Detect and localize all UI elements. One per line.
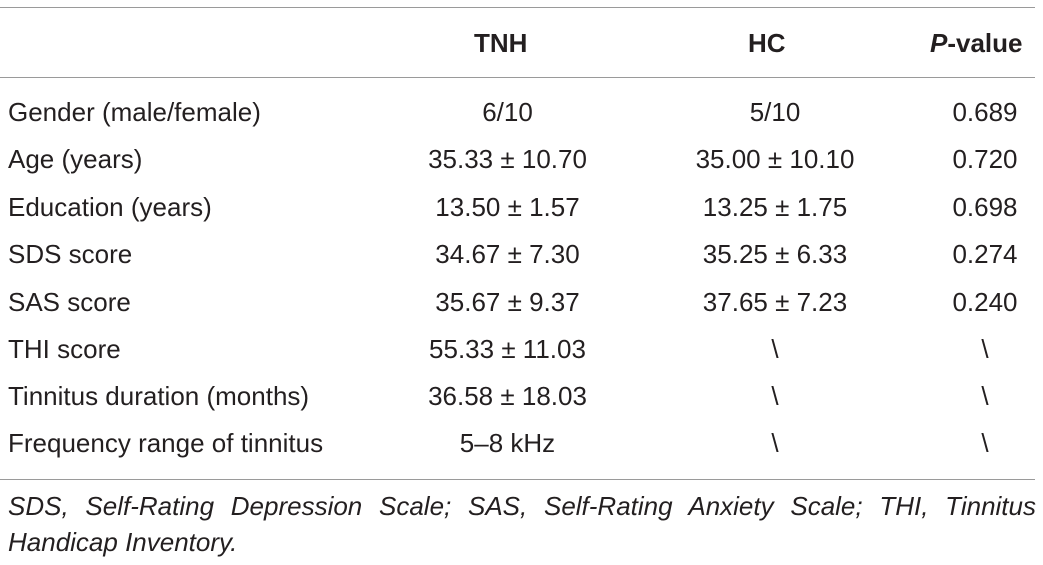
table-row: SAS score 35.67 ± 9.37 37.65 ± 7.23 0.24…	[0, 279, 1043, 326]
table-row: Gender (male/female) 6/10 5/10 0.689	[0, 89, 1043, 136]
row-label: THI score	[8, 334, 121, 364]
column-header-hc: HC	[748, 28, 786, 58]
table-row: Tinnitus duration (months) 36.58 ± 18.03…	[0, 373, 1043, 420]
cell-hc: 13.25 ± 1.75	[702, 192, 848, 222]
table-row: THI score 55.33 ± 11.03 \ \	[0, 326, 1043, 373]
cell-hc: 37.65 ± 7.23	[702, 287, 848, 317]
cell-hc: 5/10	[749, 97, 801, 127]
row-label: Gender (male/female)	[8, 97, 261, 127]
cell-tnh: 35.67 ± 9.37	[435, 287, 580, 317]
cell-tnh: 34.67 ± 7.30	[435, 239, 580, 269]
row-label: Education (years)	[8, 192, 212, 222]
cell-p-value: \	[981, 428, 989, 458]
cell-p-value: \	[981, 334, 989, 364]
table-row: SDS score 34.67 ± 7.30 35.25 ± 6.33 0.27…	[0, 231, 1043, 278]
table-top-rule	[0, 7, 1035, 8]
table-row: Frequency range of tinnitus 5–8 kHz \ \	[0, 420, 1043, 467]
cell-p-value: 0.720	[952, 144, 1018, 174]
cell-tnh: 36.58 ± 18.03	[428, 381, 587, 411]
cell-tnh: 5–8 kHz	[459, 428, 556, 458]
cell-tnh: 6/10	[482, 97, 533, 127]
row-label: Age (years)	[8, 144, 143, 174]
cell-hc: \	[771, 428, 779, 458]
column-header-p-value: P-value	[930, 25, 1023, 61]
cell-tnh: 55.33 ± 11.03	[429, 334, 586, 364]
cell-hc: 35.00 ± 10.10	[695, 144, 855, 174]
cell-p-value: 0.274	[952, 239, 1018, 269]
row-label: SDS score	[8, 239, 133, 269]
table-row: Age (years) 35.33 ± 10.70 35.00 ± 10.10 …	[0, 136, 1043, 183]
cell-hc: 35.25 ± 6.33	[702, 239, 848, 269]
cell-p-value: 0.698	[952, 192, 1018, 222]
column-header-tnh: TNH	[474, 28, 528, 58]
cell-p-value: 0.689	[952, 97, 1018, 127]
cell-p-value: 0.240	[952, 287, 1018, 317]
cell-p-value: \	[981, 381, 989, 411]
cell-hc: \	[771, 334, 779, 364]
cell-tnh: 13.50 ± 1.57	[435, 192, 580, 222]
row-label: Frequency range of tinnitus	[8, 428, 324, 458]
table-footnote: SDS, Self-Rating Depression Scale; SAS, …	[8, 491, 1036, 557]
cell-tnh: 35.33 ± 10.70	[428, 144, 587, 174]
table-row: Education (years) 13.50 ± 1.57 13.25 ± 1…	[0, 184, 1043, 231]
p-italic: P	[930, 28, 948, 58]
row-label: SAS score	[8, 287, 131, 317]
table-bottom-rule	[0, 479, 1035, 480]
p-suffix: -value	[947, 28, 1023, 58]
row-label: Tinnitus duration (months)	[8, 381, 310, 411]
table-header-rule	[0, 77, 1035, 78]
cell-hc: \	[771, 381, 779, 411]
